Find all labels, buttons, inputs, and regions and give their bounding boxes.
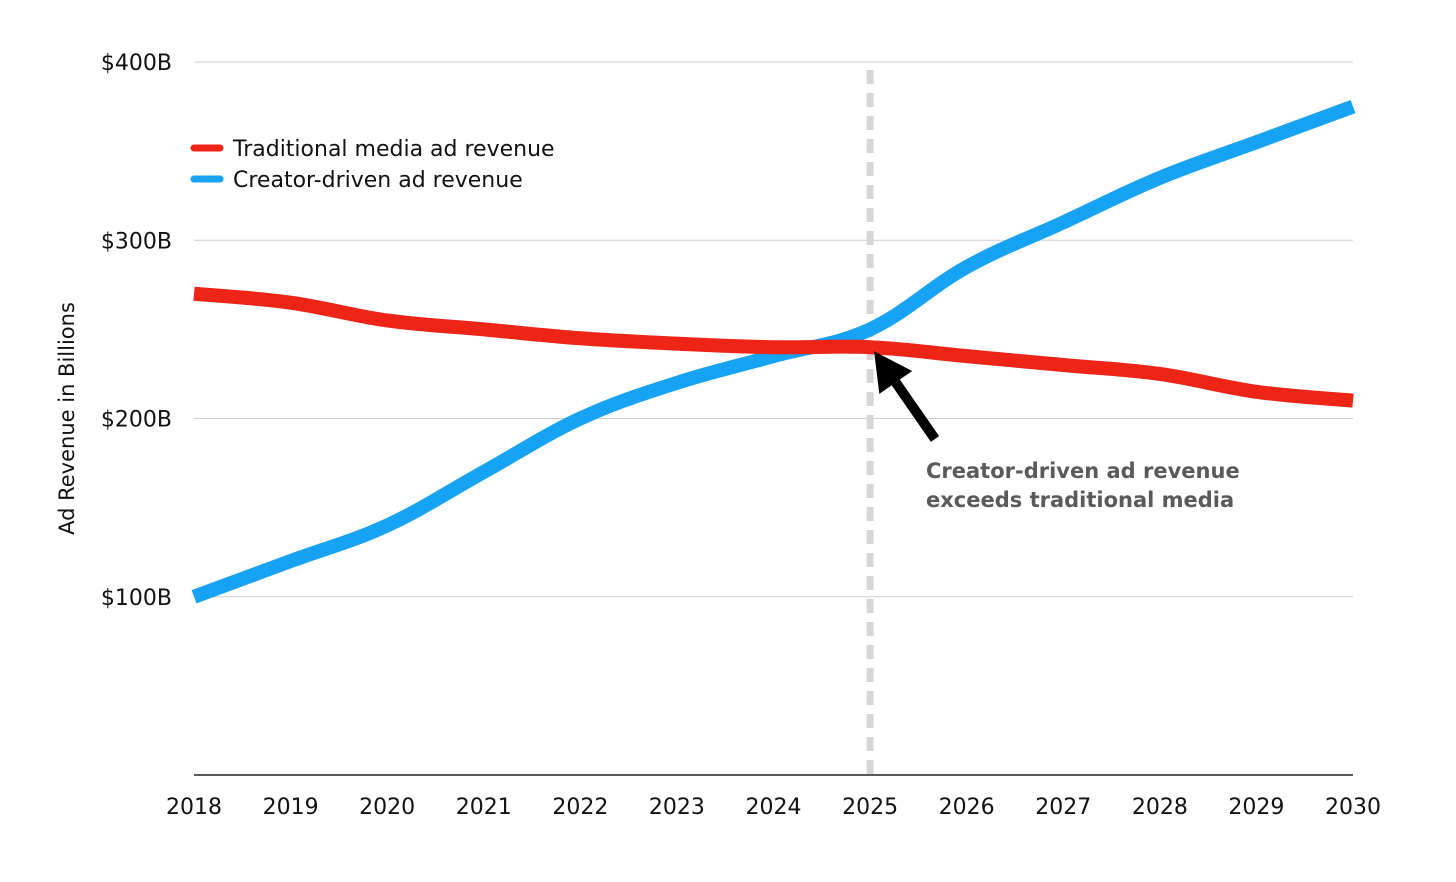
gridlines — [194, 61, 1353, 598]
x-tick-label: 2028 — [1132, 795, 1188, 820]
y-axis-label: Ad Revenue in Billions — [55, 302, 79, 535]
legend-label: Traditional media ad revenue — [232, 137, 555, 162]
y-tick-label: $100B — [101, 586, 172, 611]
annotation-group: Creator-driven ad revenue exceeds traditi… — [874, 351, 1240, 512]
annotation-arrow-shaft — [891, 379, 940, 442]
x-tick-label: 2023 — [649, 795, 705, 820]
x-tick-label: 2029 — [1228, 795, 1284, 820]
x-tick-label: 2030 — [1325, 795, 1381, 820]
x-tick-label: 2021 — [456, 795, 512, 820]
x-tick-label: 2022 — [552, 795, 608, 820]
annotation-text: Creator-driven ad revenue — [926, 459, 1240, 483]
y-tick-label: $400B — [101, 51, 172, 76]
x-tick-label: 2020 — [359, 795, 415, 820]
annotation-arrow-head — [874, 351, 913, 394]
series-line-creator-driven — [191, 99, 1356, 604]
y-tick-label: $200B — [101, 408, 172, 433]
series-lines — [191, 99, 1356, 604]
legend-label: Creator-driven ad revenue — [233, 168, 523, 193]
x-tick-label: 2018 — [166, 795, 222, 820]
x-tick-label: 2024 — [746, 795, 802, 820]
x-tick-label: 2019 — [263, 795, 319, 820]
legend: Traditional media ad revenue Creator-driv… — [190, 137, 555, 193]
x-tick-label: 2027 — [1035, 795, 1091, 820]
x-tick-label: 2025 — [842, 795, 898, 820]
y-tick-label: $300B — [101, 229, 172, 254]
annotation-text: exceeds traditional media — [926, 488, 1234, 512]
series-line-traditional-media — [193, 286, 1354, 408]
x-tick-label: 2026 — [939, 795, 995, 820]
axes: $100B $200B $300B $400B 2018 2019 2020 2021 2022… — [55, 51, 1381, 820]
